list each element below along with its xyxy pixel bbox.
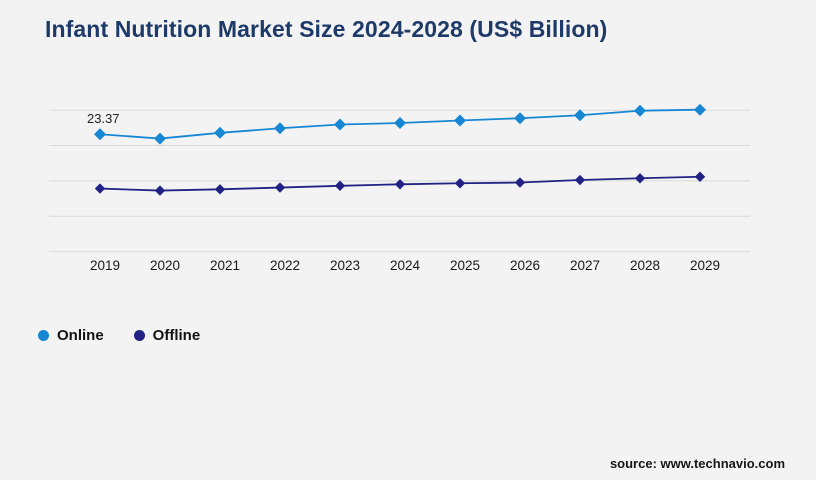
data-point-offline-icon [514, 177, 526, 188]
legend: Online Offline [38, 327, 230, 344]
x-axis-label: 2019 [90, 258, 120, 273]
data-point-offline-icon [274, 182, 286, 193]
x-axis-label: 2021 [210, 258, 240, 273]
x-axis-label: 2022 [270, 258, 300, 273]
data-point-online-icon [94, 128, 106, 141]
chart-title: Infant Nutrition Market Size 2024-2028 (… [45, 16, 608, 42]
data-point-offline-icon [634, 173, 646, 184]
data-point-online-icon [454, 114, 466, 127]
data-point-offline-icon [454, 178, 466, 189]
data-point-offline-icon [694, 171, 706, 182]
data-point-offline-icon [94, 183, 106, 194]
offline-legend-marker-icon [133, 330, 145, 341]
x-axis-label: 2027 [570, 258, 600, 273]
legend-label-online: Online [57, 327, 104, 344]
data-point-offline-icon [154, 185, 166, 196]
source-attribution: source: www.technavio.com [609, 456, 785, 471]
data-point-offline-icon [394, 179, 406, 190]
legend-item-online: Online [38, 327, 104, 344]
data-point-online-icon [514, 112, 526, 125]
online-legend-marker-icon [38, 330, 49, 341]
x-axis-label: 2029 [690, 258, 720, 273]
data-point-offline-icon [334, 180, 346, 191]
data-point-offline-icon [574, 174, 586, 186]
x-axis-label: 2023 [330, 258, 360, 273]
x-axis-label: 2028 [630, 258, 660, 273]
legend-label-offline: Offline [152, 327, 201, 344]
legend-item-offline: Offline [133, 327, 201, 344]
data-point-offline-icon [214, 184, 226, 195]
data-point-online-icon [394, 117, 406, 130]
data-label: 23.37 [87, 111, 120, 126]
x-axis-label: 2020 [150, 258, 180, 273]
x-axis-label: 2025 [450, 258, 480, 273]
data-point-online-icon [274, 122, 286, 135]
x-axis-label: 2026 [510, 258, 540, 273]
data-point-online-icon [634, 104, 646, 117]
data-point-online-icon [334, 118, 346, 131]
data-point-online-icon [214, 126, 226, 139]
data-point-online-icon [574, 109, 586, 122]
data-point-online-icon [154, 132, 166, 145]
data-point-online-icon [694, 103, 706, 116]
x-axis-label: 2024 [390, 258, 421, 273]
